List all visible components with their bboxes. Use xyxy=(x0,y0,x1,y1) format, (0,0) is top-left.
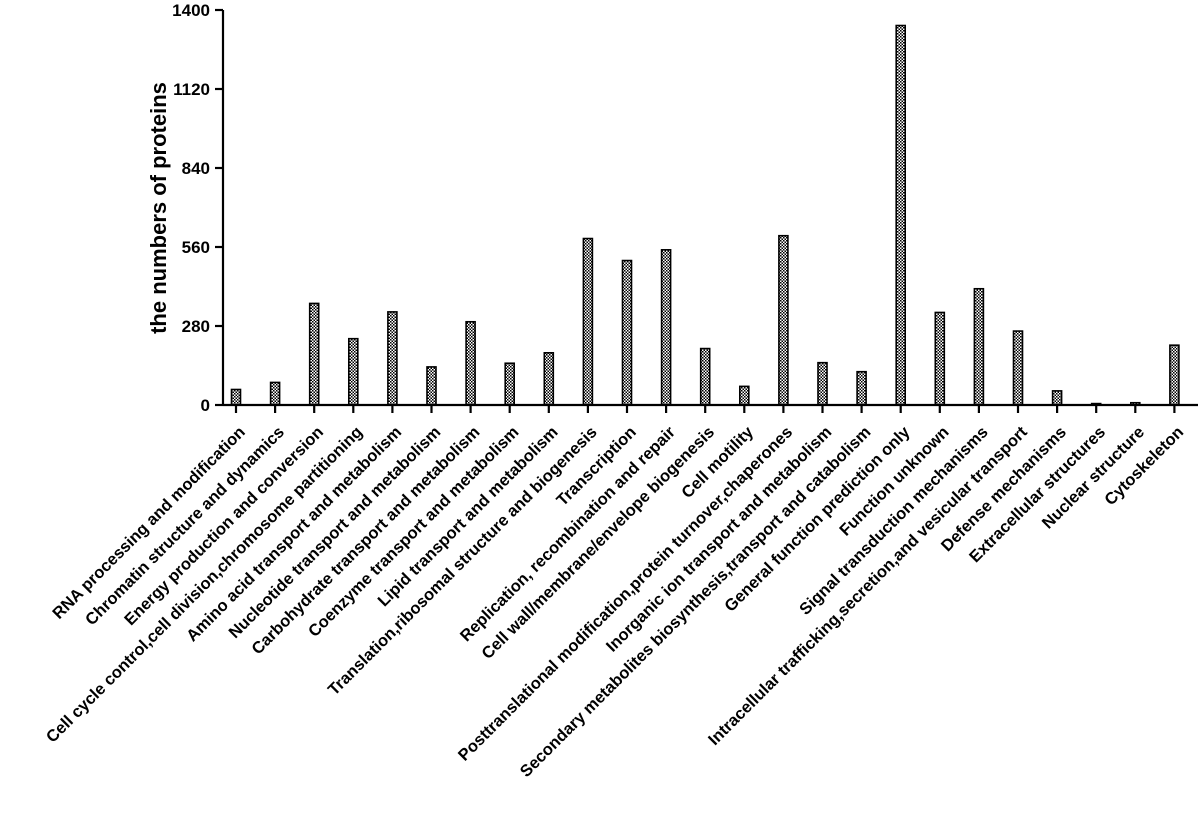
y-tick-label: 280 xyxy=(182,317,210,336)
bar xyxy=(856,370,867,406)
bar xyxy=(895,24,907,406)
bar xyxy=(543,352,555,406)
bar xyxy=(1169,344,1180,406)
bar xyxy=(660,249,672,406)
bar xyxy=(504,362,516,406)
bar xyxy=(387,311,398,406)
bars xyxy=(230,24,1180,406)
bar xyxy=(269,381,281,406)
y-tick-label: 840 xyxy=(182,159,210,178)
bar xyxy=(465,320,476,406)
bar xyxy=(1051,390,1063,406)
bar xyxy=(621,259,633,406)
y-tick-label: 560 xyxy=(182,238,210,257)
y-tick-label: 1120 xyxy=(173,80,210,99)
bar xyxy=(778,234,789,406)
y-axis-ticks: 0 280 560 840 1120 1400 xyxy=(172,1,223,415)
bar xyxy=(426,366,437,406)
bar xyxy=(699,347,711,406)
y-tick-label: 1400 xyxy=(172,1,210,20)
bar xyxy=(934,311,946,406)
bar xyxy=(347,337,359,406)
bar xyxy=(230,388,242,406)
bar xyxy=(738,385,750,406)
y-axis-title: the numbers of proteins xyxy=(146,82,171,334)
bar xyxy=(973,287,985,406)
bar xyxy=(817,361,828,406)
y-tick-label: 0 xyxy=(201,396,210,415)
x-axis-category-labels: RNA processing and modificationChromatin… xyxy=(43,423,1187,781)
x-axis-ticks xyxy=(234,405,1176,413)
bar xyxy=(582,237,594,406)
bar xyxy=(308,302,320,406)
bar xyxy=(1012,330,1024,406)
